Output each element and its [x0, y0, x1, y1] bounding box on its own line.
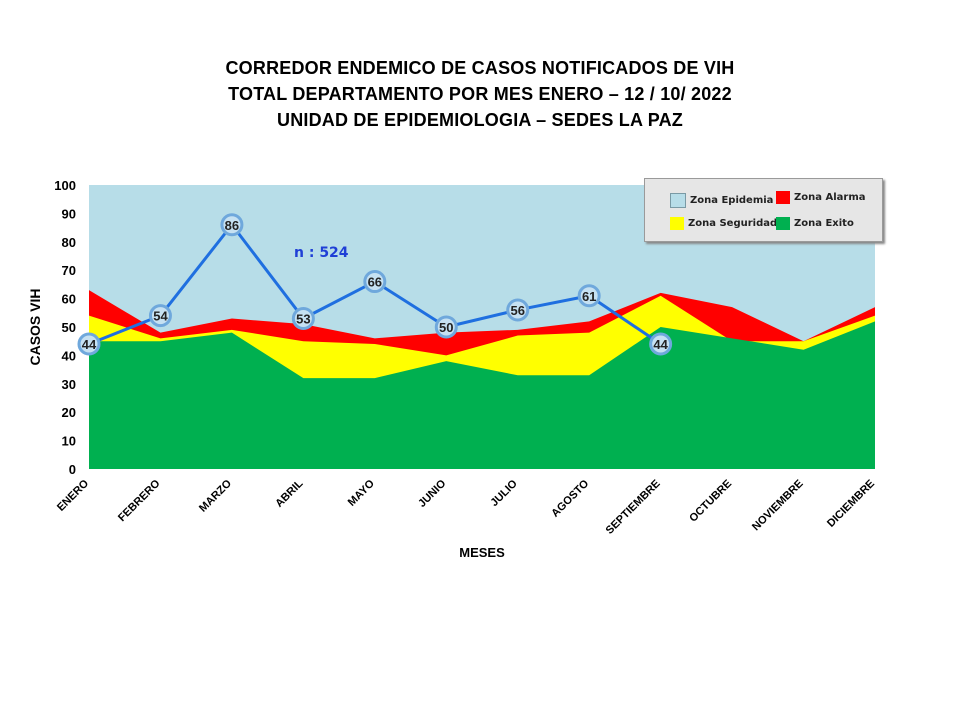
legend-swatch-epidemia — [670, 193, 686, 208]
legend-swatch-exito — [776, 217, 790, 230]
x-axis-title: MESES — [459, 545, 505, 560]
x-tick-label: JULIO — [488, 477, 520, 509]
area-zona-exito — [89, 321, 875, 469]
y-axis-title: CASOS VIH — [27, 288, 43, 365]
y-tick-label: 10 — [62, 434, 76, 449]
x-tick-label: ENERO — [55, 477, 91, 513]
x-tick-label: AGOSTO — [549, 477, 591, 519]
data-point-marker — [77, 332, 101, 356]
chart-title-line-2: TOTAL DEPARTAMENTO POR MES ENERO – 12 / … — [228, 84, 732, 104]
data-point-marker — [291, 306, 315, 330]
x-tick-label: MARZO — [197, 477, 234, 514]
data-point-label: 86 — [225, 218, 239, 233]
y-tick-label: 20 — [62, 405, 76, 420]
x-tick-label: DICIEMBRE — [825, 478, 877, 530]
legend-item-exito: Zona Exito — [776, 217, 854, 230]
x-tick-label: NOVIEMBRE — [750, 478, 806, 534]
total-cases-annotation: n : 524 — [294, 245, 349, 261]
y-tick-label: 40 — [62, 348, 76, 363]
data-point-label: 54 — [153, 309, 168, 324]
y-tick-label: 80 — [62, 235, 76, 250]
legend-label-seguridad: Zona Seguridad — [688, 218, 778, 229]
data-point-marker — [220, 213, 244, 237]
legend-swatch-alarma — [776, 191, 790, 204]
y-tick-label: 70 — [62, 263, 76, 278]
data-point-label: 66 — [368, 275, 382, 290]
x-tick-label: ABRIL — [273, 477, 305, 509]
legend-item-alarma: Zona Alarma — [776, 191, 865, 204]
legend-item-epidemia: Zona Epidemia — [670, 193, 773, 208]
data-point-label: 44 — [82, 337, 97, 352]
x-tick-label: SEPTIEMBRE — [604, 478, 663, 537]
y-tick-label: 60 — [62, 292, 76, 307]
data-point-label: 50 — [439, 320, 453, 335]
legend-label-alarma: Zona Alarma — [794, 192, 866, 203]
y-tick-label: 30 — [62, 377, 76, 392]
data-point-marker — [148, 304, 172, 328]
data-point-marker — [649, 332, 673, 356]
chart-title-line-1: CORREDOR ENDEMICO DE CASOS NOTIFICADOS D… — [225, 58, 735, 78]
data-point-marker — [363, 270, 387, 294]
legend-item-seguridad: Zona Seguridad — [670, 217, 777, 230]
legend-swatch-seguridad — [670, 217, 684, 230]
data-point-marker — [577, 284, 601, 308]
data-point-label: 56 — [510, 303, 524, 318]
y-tick-label: 100 — [54, 178, 76, 193]
chart-title-line-3: UNIDAD DE EPIDEMIOLOGIA – SEDES LA PAZ — [277, 110, 683, 130]
legend-label-exito: Zona Exito — [794, 218, 854, 229]
data-point-marker — [434, 315, 458, 339]
data-point-label: 53 — [296, 311, 310, 326]
y-tick-label: 90 — [62, 206, 76, 221]
x-tick-label: JUNIO — [416, 477, 449, 510]
y-tick-label: 0 — [69, 462, 76, 477]
data-point-marker — [506, 298, 530, 322]
legend-label-epidemia: Zona Epidemia — [690, 195, 774, 206]
x-tick-label: MAYO — [346, 477, 377, 508]
chart-legend: Zona Epidemia Zona Alarma Zona Seguridad… — [644, 178, 883, 242]
data-point-label: 44 — [653, 337, 668, 352]
data-point-label: 61 — [582, 289, 596, 304]
x-tick-label: FEBRERO — [116, 477, 163, 524]
x-tick-label: OCTUBRE — [687, 478, 734, 525]
y-tick-label: 50 — [62, 320, 76, 335]
